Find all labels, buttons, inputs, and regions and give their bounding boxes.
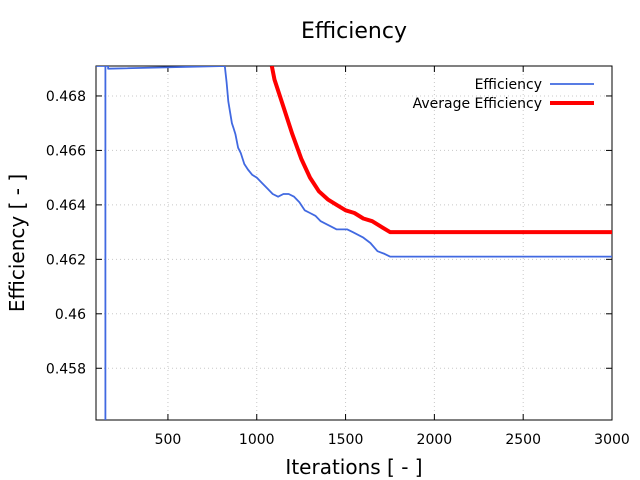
chart-title: Efficiency xyxy=(301,19,407,44)
legend-label: Average Efficiency xyxy=(413,96,542,112)
series-line-2 xyxy=(269,66,612,235)
y-axis: 0.458 0.46 0.462 0.464 0.466 0.468 xyxy=(46,89,612,377)
x-tick-label: 500 xyxy=(155,432,182,448)
y-tick-label: 0.458 xyxy=(46,361,86,377)
legend: Efficiency Average Efficiency xyxy=(413,77,594,112)
y-tick-label: 0.464 xyxy=(46,198,86,214)
y-axis-label: Efficiency [ - ] xyxy=(5,174,29,312)
x-axis-label: Iterations [ - ] xyxy=(285,455,422,479)
x-axis: 500 1000 1500 2000 2500 3000 xyxy=(155,66,630,448)
grid xyxy=(96,66,613,420)
plot-frame xyxy=(95,65,613,421)
series-layer xyxy=(96,66,612,420)
y-tick-label: 0.468 xyxy=(46,89,86,105)
series-line-1 xyxy=(96,66,612,420)
y-tick-label: 0.462 xyxy=(46,252,86,268)
x-tick-label: 2000 xyxy=(417,432,453,448)
x-tick-label: 1000 xyxy=(239,432,275,448)
legend-label: Efficiency xyxy=(475,77,542,93)
x-tick-label: 2500 xyxy=(505,432,541,448)
y-tick-label: 0.46 xyxy=(55,307,86,323)
x-tick-label: 1500 xyxy=(328,432,364,448)
y-tick-label: 0.466 xyxy=(46,143,86,159)
x-tick-label: 3000 xyxy=(594,432,630,448)
